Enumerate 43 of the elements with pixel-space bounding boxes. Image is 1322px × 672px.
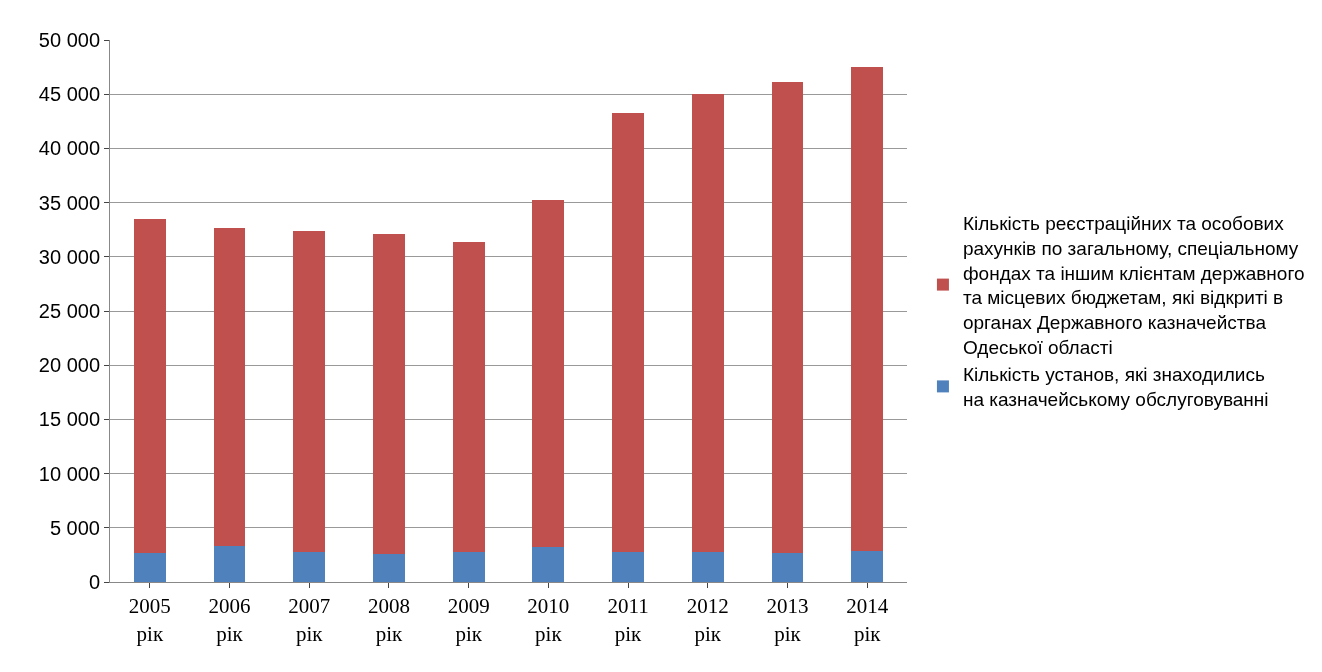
- x-tick-label: 2011 рік: [607, 594, 649, 646]
- x-tick-label: 2013 рік: [766, 594, 809, 646]
- bar: [373, 553, 405, 582]
- y-tick-label: 40 000: [38, 137, 100, 160]
- x-tick-label: 2007 рік: [288, 594, 331, 646]
- x-tick-label: 2009 рік: [447, 594, 490, 646]
- bar: [452, 551, 485, 582]
- y-tick-label: 45 000: [38, 83, 100, 106]
- y-tick-label: 35 000: [38, 191, 100, 214]
- bar: [851, 550, 884, 582]
- x-tick-label: 2005 рік: [128, 594, 171, 646]
- bar: [452, 241, 485, 552]
- y-tick-label: 0: [88, 571, 100, 593]
- bar: [612, 112, 644, 552]
- y-tick-label: 25 000: [38, 300, 100, 322]
- x-tick-label: 2006 рік: [208, 594, 251, 646]
- bar: [612, 551, 644, 582]
- x-tick-label: 2014 рік: [846, 594, 889, 646]
- y-tick-label: 5 000: [49, 516, 100, 539]
- x-tick-label: 2008 рік: [367, 594, 410, 646]
- bar: [532, 547, 565, 582]
- bar: [133, 218, 166, 553]
- y-tick-label: 20 000: [38, 354, 100, 377]
- y-tick-label: 30 000: [38, 245, 100, 268]
- y-tick-label: 10 000: [38, 462, 100, 485]
- x-tick-label: 2012 рік: [686, 594, 729, 646]
- legend-label: Кількість установ, які знаходились на казначейському обслуговуванні: [962, 364, 1269, 411]
- bar: [691, 94, 724, 552]
- bar: [851, 67, 884, 551]
- bar: [691, 551, 724, 582]
- bar: [293, 551, 326, 582]
- bar: [133, 552, 166, 582]
- bar: [213, 227, 246, 547]
- bar: [532, 200, 565, 548]
- x-tick-label: 2010 рік: [527, 594, 570, 646]
- legend-label: Кількість реєстраційних та особових рахунків по загальному, спеціальному фондах та іншим клієнтам державного та місцевих бюджетам, які відкриті в органах Державного казначейства Одеської області: [962, 213, 1305, 358]
- bar: [771, 552, 804, 582]
- bar: [293, 230, 326, 552]
- bar: [213, 546, 246, 582]
- bar: [373, 234, 405, 554]
- y-tick-label: 50 000: [38, 29, 100, 51]
- y-tick-label: 15 000: [38, 408, 100, 431]
- bar: [771, 82, 804, 553]
